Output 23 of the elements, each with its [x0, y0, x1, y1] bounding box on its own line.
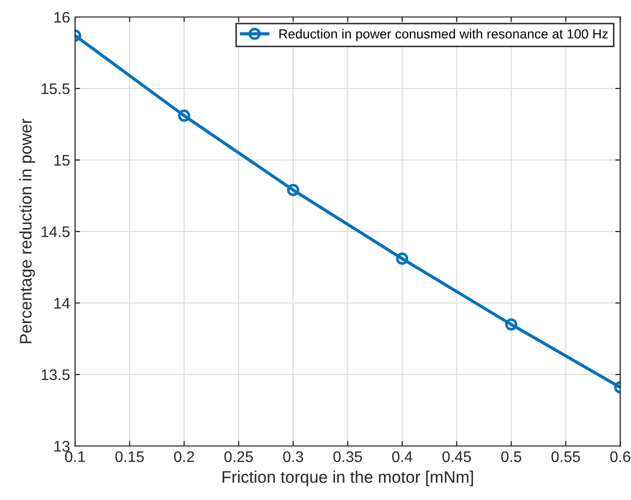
point — [287, 184, 300, 196]
legend-label: Reduction in power conusmed with resonance at 100 Hz — [279, 28, 608, 42]
y-axis-title: Percentage reduction in power — [19, 118, 35, 344]
y-tick-label: 15 — [54, 155, 70, 166]
x-tick-label: 0.5 — [501, 451, 522, 462]
x-tick-label: 0.2 — [174, 451, 194, 462]
x-tick-label: 0.15 — [115, 451, 144, 462]
x-tick-label: 0.35 — [333, 451, 362, 462]
x-tick-label: 0.6 — [610, 451, 630, 462]
y-tick-label: 13 — [54, 440, 70, 452]
point — [396, 252, 408, 265]
y-tick-label: 14.5 — [42, 226, 70, 238]
x-tick-label: 0.45 — [442, 451, 471, 462]
x-axis-title: Friction torque in the motor [mNm] — [222, 470, 473, 486]
x-tick-label: 0.4 — [392, 451, 412, 462]
x-tick-label: 0.3 — [283, 451, 304, 462]
x-tick-label: 0.1 — [65, 451, 85, 462]
y-tick-label: 13.5 — [42, 369, 70, 380]
x-tick-label: 0.25 — [224, 451, 253, 462]
y-tick-label: 14 — [54, 298, 70, 309]
y-tick-label: 16 — [54, 12, 70, 23]
y-tick-label: 15.5 — [42, 84, 70, 94]
x-tick-label: 0.55 — [551, 451, 580, 462]
